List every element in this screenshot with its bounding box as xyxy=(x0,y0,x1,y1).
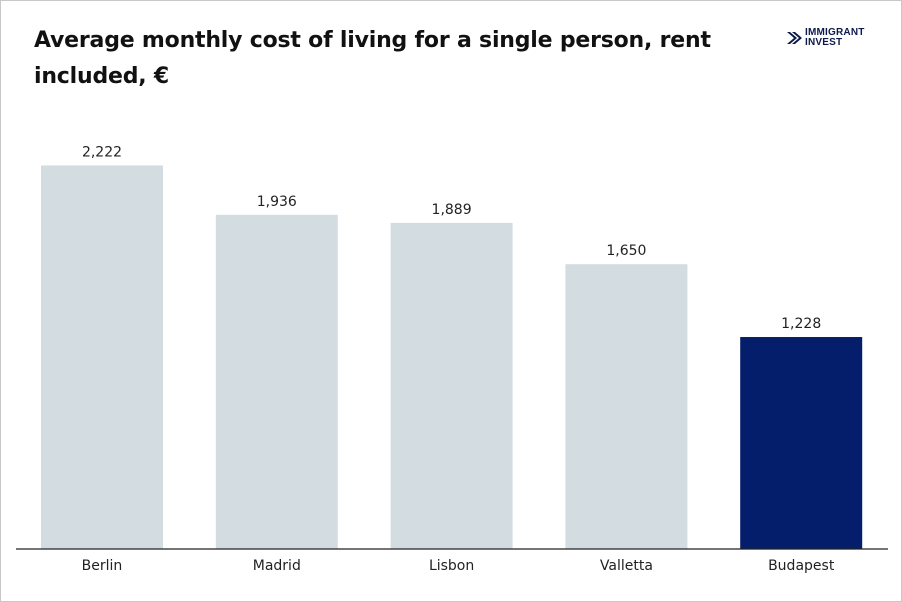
bar-budapest xyxy=(740,337,863,549)
bar-madrid xyxy=(215,214,338,550)
chart-title: Average monthly cost of living for a sin… xyxy=(34,28,711,89)
x-tick-label-budapest: Budapest xyxy=(768,558,835,574)
bar-lisbon xyxy=(390,222,513,550)
data-label-lisbon: 1,889 xyxy=(432,202,472,218)
bar-valletta xyxy=(565,264,688,549)
brand-name: IMMIGRANT INVEST xyxy=(805,28,865,48)
x-tick-label-berlin: Berlin xyxy=(82,558,123,574)
x-tick-label-valletta: Valletta xyxy=(600,558,653,574)
x-tick-label-madrid: Madrid xyxy=(253,558,301,574)
data-label-budapest: 1,228 xyxy=(781,316,821,332)
chevron-arrows-icon xyxy=(787,32,802,44)
brand-name-line1: IMMIGRANT xyxy=(805,27,865,38)
bar-berlin xyxy=(41,165,163,549)
brand-logo: IMMIGRANT INVEST xyxy=(786,28,865,48)
data-label-madrid: 1,936 xyxy=(257,194,297,210)
brand-name-line2: INVEST xyxy=(805,37,843,48)
x-tick-label-lisbon: Lisbon xyxy=(429,558,474,574)
data-label-berlin: 2,222 xyxy=(82,144,122,160)
data-label-valletta: 1,650 xyxy=(606,243,646,259)
